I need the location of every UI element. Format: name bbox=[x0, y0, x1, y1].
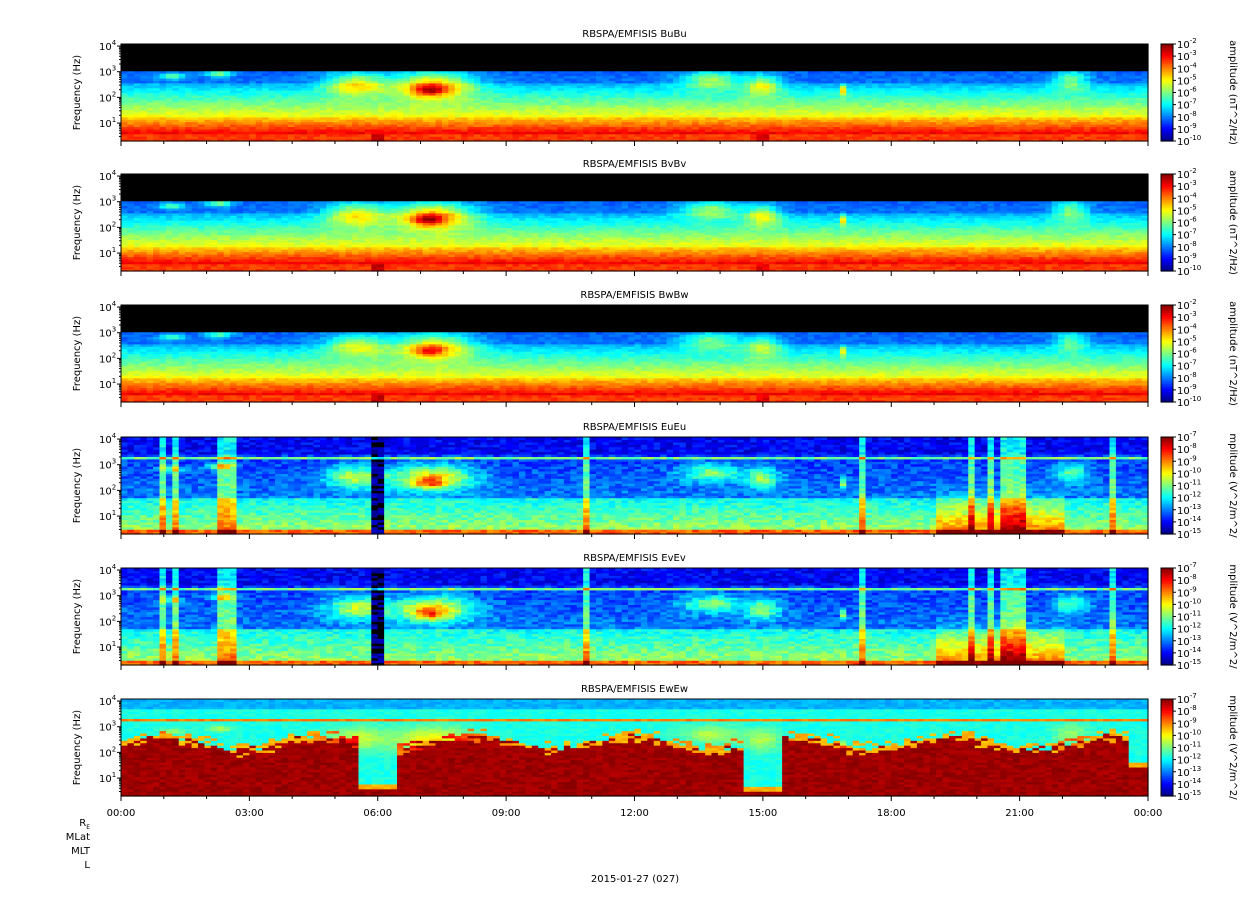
panel-title-0: RBSPA/EMFISIS BuBu bbox=[582, 29, 686, 40]
spectrogram-cells-0 bbox=[121, 44, 1149, 142]
